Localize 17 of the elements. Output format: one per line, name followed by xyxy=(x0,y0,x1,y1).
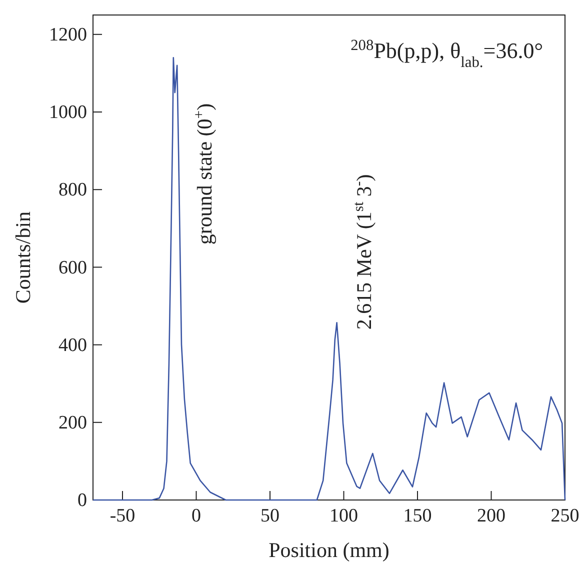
y-tick-label: 1000 xyxy=(49,102,87,124)
x-axis-title: Position (mm) xyxy=(268,538,390,562)
y-tick-label: 800 xyxy=(58,180,87,201)
y-tick-label: 400 xyxy=(58,334,87,356)
y-tick-label: 1200 xyxy=(49,24,87,46)
y-tick-label: 0 xyxy=(78,490,87,512)
x-tick-label: 250 xyxy=(550,505,580,526)
x-tick-label: 50 xyxy=(260,505,280,526)
text: $^{208}$Pb(p,p), θ$_{lab.}$=36.0° xyxy=(350,36,543,70)
x-tick-label: -50 xyxy=(110,505,136,526)
x-tick-label: 0 xyxy=(192,505,201,526)
y-axis-title: Counts/bin xyxy=(11,210,35,304)
x-tick-label: 200 xyxy=(477,505,506,526)
y-tick-label: 600 xyxy=(58,257,87,278)
y-tick-label: 200 xyxy=(58,412,87,434)
x-tick-label: 100 xyxy=(330,505,358,526)
x-tick-label: 150 xyxy=(403,505,432,526)
